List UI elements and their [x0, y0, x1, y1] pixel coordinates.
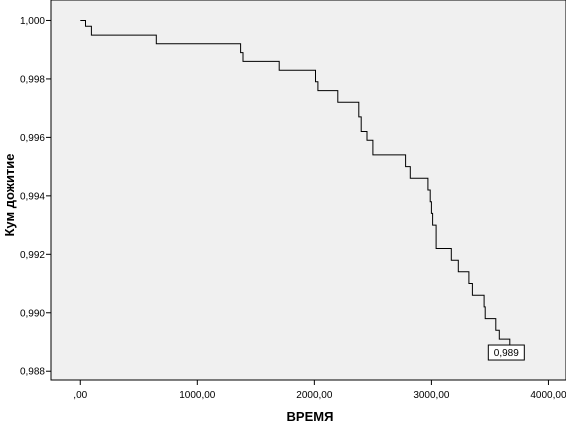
y-tick-label: 0,998	[20, 74, 45, 85]
x-axis-title: ВРЕМЯ	[287, 409, 334, 424]
y-tick-label: 0,994	[20, 191, 45, 202]
x-tick-label: 2000,00	[296, 390, 333, 401]
plot-background	[50, 0, 566, 381]
y-tick-label: 1,000	[20, 16, 45, 27]
y-tick-label: 0,992	[20, 250, 45, 261]
y-tick-label: 0,990	[20, 308, 45, 319]
y-axis-title: Кум дожитие	[2, 153, 17, 236]
y-tick-label: 0,996	[20, 133, 45, 144]
y-axis: 0,988 0,990 0,992 0,994 0,996 0,998 1,000	[20, 16, 51, 378]
y-tick-label: 0,988	[20, 367, 45, 378]
final-value-text: 0,989	[494, 348, 519, 359]
x-tick-label: 3000,00	[413, 390, 450, 401]
x-tick-label: ,00	[73, 390, 87, 401]
x-tick-label: 1000,00	[179, 390, 216, 401]
final-value-box	[487, 344, 525, 361]
x-axis: ,00 1000,00 2000,00 3000,00 4000,00	[73, 380, 566, 401]
survival-step-line	[80, 20, 511, 345]
final-value-label: 0,989	[487, 344, 525, 361]
x-tick-label: 4000,00	[530, 390, 566, 401]
